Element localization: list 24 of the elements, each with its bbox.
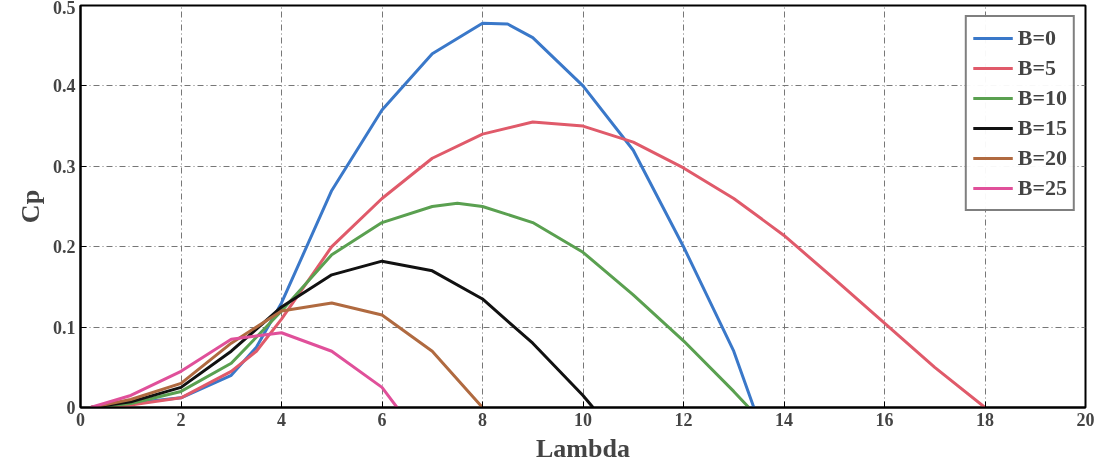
x-tick-label: 4 xyxy=(277,409,286,430)
x-tick-label: 12 xyxy=(674,409,693,430)
y-tick-label: 0.5 xyxy=(53,0,76,18)
x-tick-label: 6 xyxy=(377,409,387,430)
legend-label: B=25 xyxy=(1017,174,1067,202)
y-axis-title: Cp xyxy=(16,189,45,224)
legend-label: B=15 xyxy=(1017,114,1067,142)
x-tick-label: 8 xyxy=(478,409,487,430)
x-tick-label: 2 xyxy=(176,409,186,430)
x-tick-label: 16 xyxy=(875,409,894,430)
x-tick-label: 20 xyxy=(1076,409,1095,430)
x-tick-label: 14 xyxy=(775,409,793,430)
legend-label: B=0 xyxy=(1017,24,1056,52)
legend-label: B=10 xyxy=(1017,84,1067,112)
x-tick-label: 18 xyxy=(976,409,994,430)
line-series xyxy=(89,331,399,408)
x-axis-title: Lambda xyxy=(536,433,630,463)
legend-label: B=20 xyxy=(1017,144,1067,172)
x-tick-label: 10 xyxy=(574,409,592,430)
y-tick-label: 0.3 xyxy=(53,156,76,177)
y-tick-label: 0.1 xyxy=(53,317,76,338)
y-tick-label: 0.4 xyxy=(53,76,76,97)
y-tick-label: 0.2 xyxy=(53,237,76,258)
legend-label: B=5 xyxy=(1017,54,1056,82)
